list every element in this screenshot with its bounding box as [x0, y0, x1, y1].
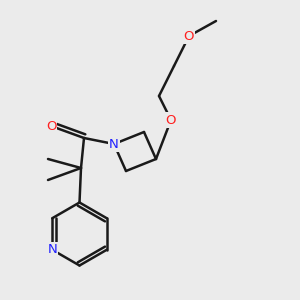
Text: N: N	[47, 243, 57, 256]
Text: O: O	[46, 119, 56, 133]
Text: O: O	[184, 29, 194, 43]
Text: O: O	[166, 113, 176, 127]
Text: N: N	[109, 137, 119, 151]
